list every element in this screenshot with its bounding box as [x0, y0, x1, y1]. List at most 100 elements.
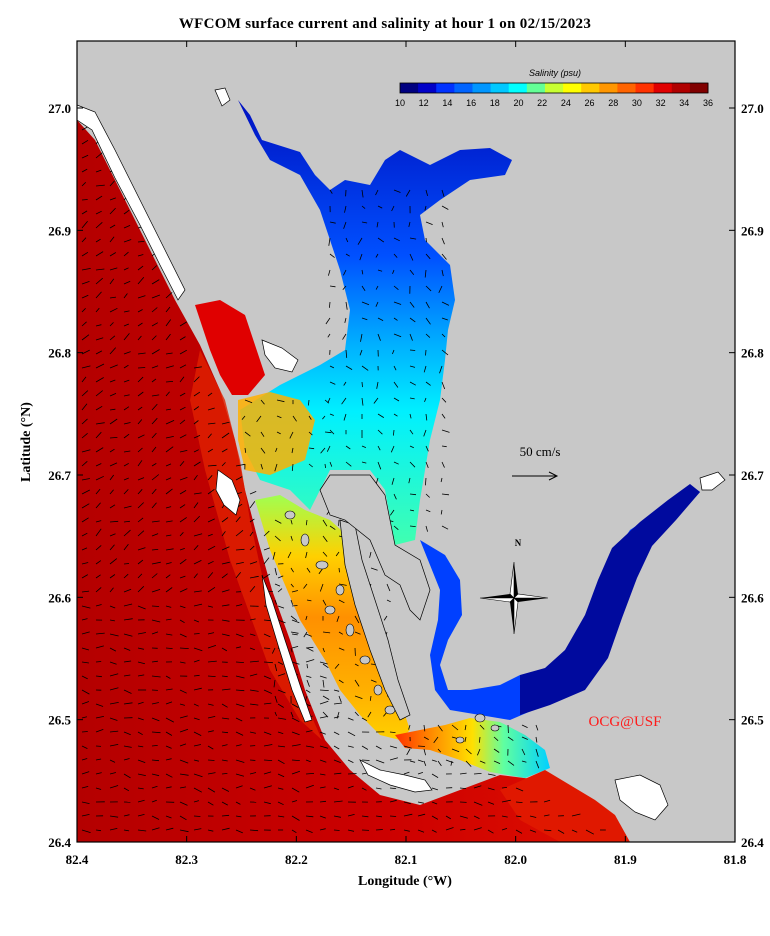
current-vector: [221, 688, 231, 691]
current-vector: [193, 731, 202, 736]
current-vector: [376, 381, 379, 389]
current-vector: [409, 269, 415, 276]
current-vector: [81, 281, 90, 285]
current-vector: [393, 189, 401, 193]
current-vector: [123, 745, 132, 748]
current-vector: [165, 436, 174, 439]
current-vector: [425, 221, 433, 225]
current-vector: [207, 572, 214, 579]
current-vector: [193, 800, 200, 803]
current-vector: [123, 450, 131, 453]
colorbar-tick-label: 18: [490, 98, 500, 108]
current-vector: [291, 815, 300, 821]
current-vector: [263, 573, 271, 579]
current-vector: [543, 829, 552, 832]
current-vector: [392, 349, 395, 355]
current-vector: [179, 605, 186, 609]
current-vector: [123, 543, 129, 551]
current-vector: [437, 748, 442, 753]
current-vector: [354, 615, 360, 624]
current-vector: [277, 703, 284, 708]
current-vector: [123, 563, 130, 565]
y-tick-label-right: 27.0: [741, 101, 764, 116]
current-vector: [354, 663, 359, 667]
current-vector: [95, 716, 104, 719]
current-vector: [274, 711, 277, 717]
current-vector: [109, 489, 114, 495]
current-vector: [95, 277, 103, 285]
current-vector: [207, 787, 216, 793]
current-vector: [425, 509, 431, 513]
current-vector: [137, 295, 146, 299]
current-vector: [165, 574, 171, 579]
colorbar-tick-label: 32: [656, 98, 666, 108]
current-vector: [109, 437, 118, 439]
current-vector: [249, 586, 256, 593]
colorbar-cell: [599, 83, 618, 93]
current-vector: [151, 675, 161, 678]
current-vector: [123, 520, 130, 523]
current-vector: [81, 618, 88, 621]
current-vector: [193, 674, 200, 677]
current-vector: [165, 647, 173, 649]
current-vector: [260, 399, 265, 405]
current-vector: [207, 407, 215, 411]
current-vector: [151, 394, 160, 397]
current-vector: [305, 659, 315, 663]
current-vector: [274, 695, 278, 703]
current-vector: [151, 432, 157, 439]
current-vector: [137, 573, 143, 579]
current-vector: [277, 619, 286, 624]
current-vector: [193, 474, 198, 481]
current-vector: [377, 269, 383, 272]
current-vector: [95, 703, 104, 707]
current-vector: [373, 397, 379, 404]
current-vector: [179, 588, 188, 593]
current-vector: [123, 647, 131, 651]
current-vector: [361, 205, 366, 209]
current-vector: [81, 237, 87, 243]
current-vector: [179, 759, 189, 764]
current-vector: [459, 787, 467, 789]
current-vector: [324, 463, 326, 469]
current-vector: [361, 759, 370, 761]
current-vector: [271, 647, 276, 654]
current-vector: [409, 509, 414, 512]
current-vector: [291, 590, 298, 593]
current-vector: [263, 702, 272, 705]
current-vector: [123, 702, 133, 705]
current-vector: [137, 632, 146, 635]
current-vector: [423, 760, 427, 767]
current-vector: [179, 434, 187, 439]
current-vector: [207, 675, 216, 677]
current-vector: [409, 445, 414, 449]
current-vector: [290, 615, 298, 622]
current-vector: [137, 352, 146, 355]
current-vector: [193, 815, 201, 817]
current-vector: [479, 736, 481, 743]
current-vector: [123, 406, 130, 411]
colorbar-cell: [400, 83, 419, 93]
current-vector: [151, 573, 158, 579]
current-vector: [290, 583, 294, 588]
current-vector: [123, 209, 130, 215]
x-tick-label: 81.8: [724, 852, 747, 867]
scale-vector-label: 50 cm/s: [520, 444, 561, 459]
current-vector: [393, 525, 399, 531]
current-vector: [151, 446, 157, 453]
current-vector: [151, 294, 161, 299]
current-vector: [409, 237, 417, 240]
current-vector: [179, 477, 188, 481]
current-vector: [408, 221, 411, 227]
current-vector: [235, 829, 243, 834]
current-vector: [193, 376, 200, 383]
current-vector: [137, 814, 145, 817]
current-vector: [445, 827, 454, 831]
current-vector: [95, 405, 103, 411]
current-vector: [179, 801, 188, 806]
current-vector: [95, 675, 102, 678]
current-vector: [354, 679, 360, 687]
compass-north-label: N: [515, 538, 522, 548]
current-vector: [109, 180, 115, 187]
current-vector: [375, 189, 379, 196]
